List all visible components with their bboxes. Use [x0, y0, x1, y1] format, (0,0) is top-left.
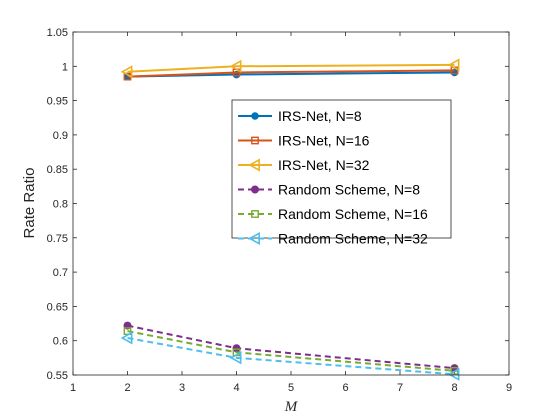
- y-tick-label: 0.55: [47, 370, 68, 382]
- y-tick-label: 0.95: [47, 96, 68, 108]
- legend-label: Random Scheme, N=32: [278, 231, 428, 247]
- legend-label: IRS-Net, N=32: [278, 157, 370, 173]
- x-axis-label: M: [284, 399, 299, 415]
- x-tick-label: 6: [342, 382, 348, 394]
- y-tick-label: 0.75: [47, 233, 68, 245]
- legend-entry: IRS-Net, N=32: [238, 157, 370, 173]
- y-tick-label: 1.05: [47, 27, 68, 39]
- data-point: [447, 58, 460, 72]
- series-line: [127, 336, 455, 376]
- legend-entry: Random Scheme, N=32: [238, 231, 428, 247]
- x-tick-label: 1: [70, 382, 76, 394]
- legend-entry: Random Scheme, N=16: [238, 206, 428, 222]
- legend-marker: [251, 136, 259, 145]
- plot-area-border: [72, 31, 510, 376]
- legend-marker: [248, 231, 260, 246]
- data-point: [447, 367, 460, 381]
- legend-marker: [251, 210, 259, 218]
- y-tick-label: 0.6: [53, 336, 68, 348]
- x-tick-label: 5: [288, 382, 294, 394]
- y-tick-label: 0.85: [47, 164, 68, 176]
- legend-entry: Random Scheme, N=8: [238, 182, 420, 198]
- legend-marker: [248, 158, 260, 172]
- series-group: [120, 58, 460, 381]
- y-tick-label: 0.65: [47, 301, 68, 313]
- series-irs-net-n-32: [120, 58, 460, 79]
- x-tick-label: 7: [397, 382, 403, 394]
- data-point: [120, 65, 133, 79]
- series-random-scheme-n-32: [120, 331, 460, 381]
- legend-label: Random Scheme, N=16: [278, 206, 428, 222]
- series-line: [127, 69, 455, 78]
- legend-entry: IRS-Net, N=16: [238, 133, 370, 149]
- y-tick-label: 0.8: [53, 199, 68, 211]
- legend-marker: [251, 185, 260, 194]
- x-tick-label: 3: [179, 382, 185, 394]
- y-tick-label: 1: [62, 61, 68, 73]
- data-point: [229, 351, 242, 365]
- y-tick-label: 0.7: [53, 267, 68, 279]
- series-line: [127, 63, 455, 73]
- legend-label: IRS-Net, N=16: [278, 133, 370, 149]
- legend-marker: [251, 112, 259, 120]
- y-tick-label: 0.9: [53, 130, 68, 142]
- series-line: [127, 330, 455, 372]
- data-point: [450, 366, 459, 375]
- y-axis-label: Rate Ratio: [21, 168, 38, 239]
- legend-label: Random Scheme, N=8: [278, 182, 420, 198]
- data-point: [229, 59, 242, 73]
- x-tick-label: 9: [506, 382, 512, 394]
- legend-entry: IRS-Net, N=8: [238, 108, 362, 124]
- x-tick-label: 4: [233, 382, 239, 394]
- x-tick-label: 8: [451, 382, 457, 394]
- data-point: [232, 344, 241, 353]
- legend-label: IRS-Net, N=8: [278, 108, 362, 124]
- x-tick-label: 2: [124, 382, 130, 394]
- data-point: [120, 331, 133, 345]
- legend: IRS-Net, N=8 IRS-Net, N=16 IRS-Net, N=32 Ra…: [231, 99, 452, 247]
